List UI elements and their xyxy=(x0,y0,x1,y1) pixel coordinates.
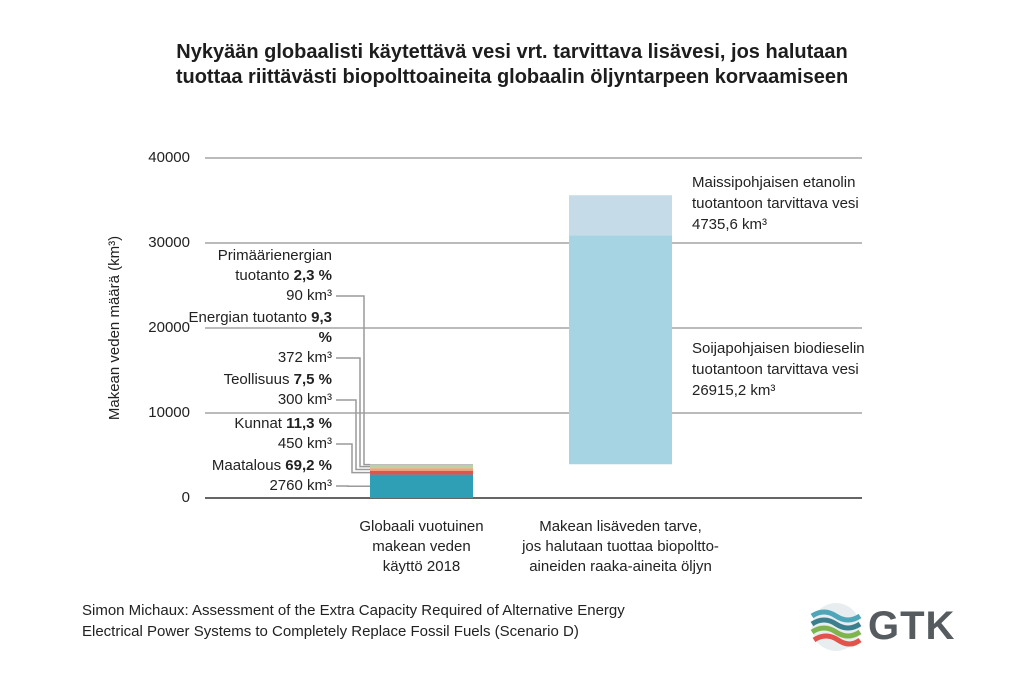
segment-share: 7,5 % xyxy=(293,371,332,388)
logo-text: GTK xyxy=(868,604,956,648)
logo-mark xyxy=(810,603,862,651)
segment-label: Energian tuotanto 9,3 % 372 km³ xyxy=(182,308,332,368)
segment-name: Primäärienergian tuotanto xyxy=(217,247,332,284)
y-tick-label: 30000 xyxy=(148,234,190,251)
bar-segment xyxy=(370,470,473,475)
bar-segment xyxy=(370,464,473,466)
value-label: 26915,2 km³ xyxy=(692,382,776,399)
value-label: 372 km³ xyxy=(277,349,332,366)
segment-label: Kunnat 11,3 % 450 km³ xyxy=(182,414,332,454)
segment-name: Soijapohjaisen biodieselin tuotantoon ta… xyxy=(692,340,865,378)
segment-label: Primäärienergian tuotanto 2,3 % 90 km³ xyxy=(182,246,332,306)
value-label: 90 km³ xyxy=(286,287,332,304)
value-label: 4735,6 km³ xyxy=(692,216,768,233)
segment-share: 11,3 % xyxy=(286,415,332,432)
y-axis-label: Makean veden määrä (km³) xyxy=(106,236,123,420)
segment-name: Maissipohjaisen etanolin tuotantoon tarv… xyxy=(692,174,859,212)
segment-label: Teollisuus 7,5 % 300 km³ xyxy=(182,370,332,410)
segment-name: Maatalous xyxy=(211,457,282,474)
bar-segment xyxy=(370,474,473,498)
segment-label: Soijapohjaisen biodieselin tuotantoon ta… xyxy=(692,338,897,401)
value-label: 300 km³ xyxy=(277,391,332,408)
segment-label: Maatalous 69,2 % 2760 km³ xyxy=(182,456,332,496)
segment-share: 9,3 % xyxy=(311,309,332,346)
bar-segment xyxy=(370,465,473,469)
leader-line xyxy=(336,295,370,466)
y-tick-label: 40000 xyxy=(148,149,190,166)
bar-segment xyxy=(569,235,672,465)
x-tick-label: Globaali vuotuinen makean veden käyttö 2… xyxy=(359,518,484,575)
segment-share: 2,3 % xyxy=(293,267,332,284)
segment-label: Maissipohjaisen etanolin tuotantoon tarv… xyxy=(692,172,897,235)
segment-name: Energian tuotanto xyxy=(188,309,307,326)
segment-share: 69,2 % xyxy=(285,457,332,474)
bar-segment xyxy=(370,468,473,471)
source: Simon Michaux: Assessment of the Extra C… xyxy=(82,602,625,640)
bar-segment xyxy=(569,195,672,236)
leader-line xyxy=(336,399,370,471)
chart-title: Nykyään globaalisti käytettävä vesi vrt.… xyxy=(175,41,849,88)
leader-line xyxy=(336,357,370,468)
y-tick-label: 20000 xyxy=(148,319,190,336)
segment-name: Kunnat xyxy=(234,415,282,432)
y-tick-label: 0 xyxy=(182,489,190,506)
value-label: 450 km³ xyxy=(277,435,332,452)
segment-name: Teollisuus xyxy=(223,371,290,388)
leader-line xyxy=(336,443,370,474)
x-tick-label: Makean lisäveden tarve, jos halutaan tuo… xyxy=(522,518,719,575)
value-label: 2760 km³ xyxy=(269,477,332,494)
y-tick-label: 10000 xyxy=(148,404,190,421)
